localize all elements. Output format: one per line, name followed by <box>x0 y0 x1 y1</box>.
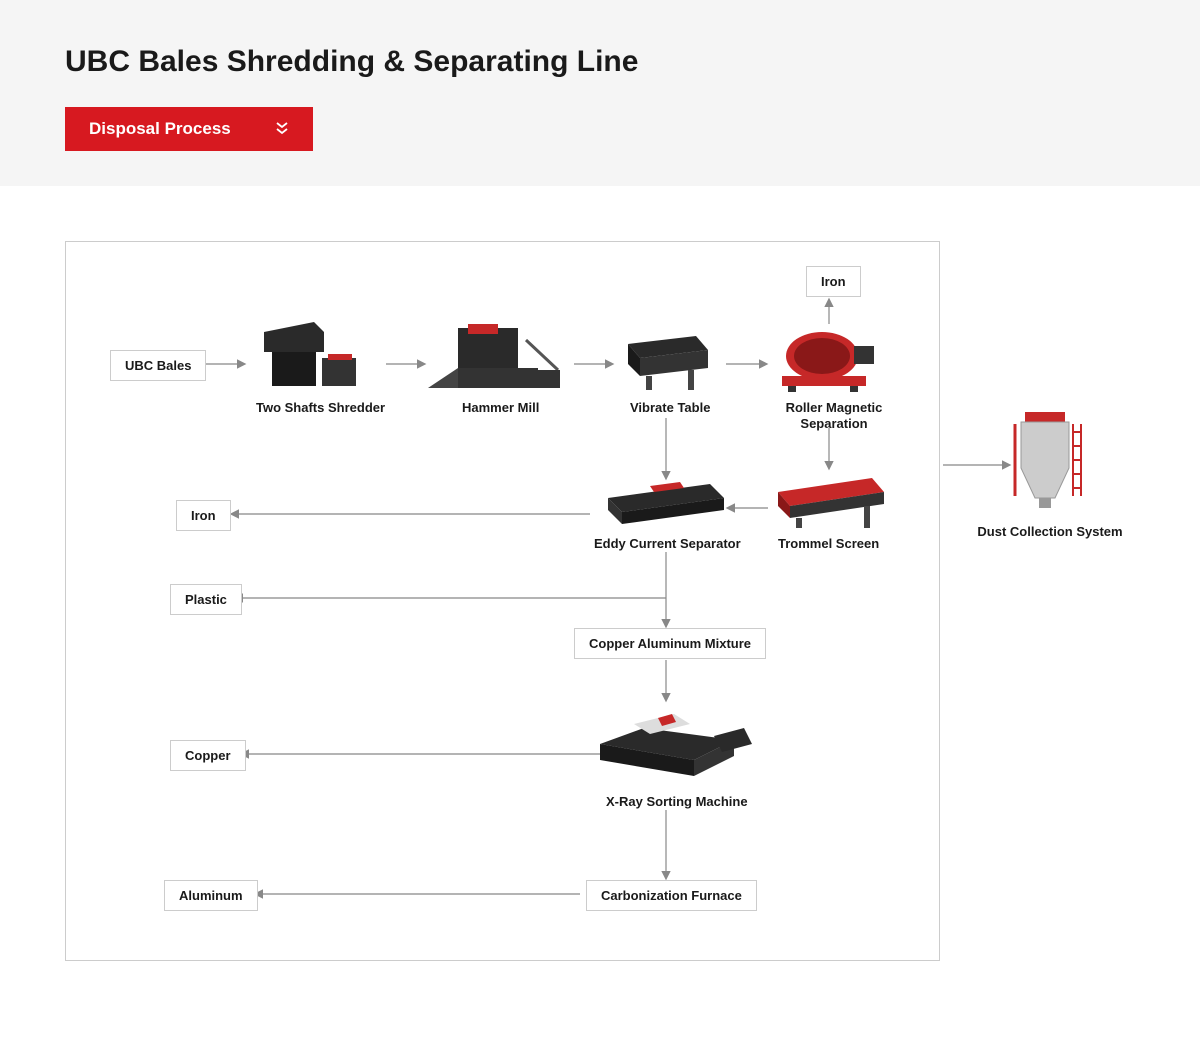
node-ubc-bales: UBC Bales <box>110 350 206 381</box>
label-vibrate-table: Vibrate Table <box>630 400 710 415</box>
header-band: UBC Bales Shredding & Separating Line Di… <box>0 0 1200 186</box>
node-carbonization-furnace: Carbonization Furnace <box>586 880 757 911</box>
node-copper-output: Copper <box>170 740 246 771</box>
machine-xray-sorter <box>594 704 754 793</box>
content-area: UBC Bales Iron Iron Plastic Copper Alumi… <box>0 186 1200 991</box>
label-dust-collection: Dust Collection System <box>970 524 1130 539</box>
label-two-shafts-shredder: Two Shafts Shredder <box>256 400 385 415</box>
dust-collection-system: Dust Collection System <box>970 406 1130 539</box>
node-plastic-output: Plastic <box>170 584 242 615</box>
label-xray-sorting: X-Ray Sorting Machine <box>606 794 748 809</box>
machine-trommel-screen <box>772 472 892 535</box>
node-copper-aluminum-mixture: Copper Aluminum Mixture <box>574 628 766 659</box>
machine-roller-magnetic <box>776 328 886 399</box>
disposal-process-dropdown[interactable]: Disposal Process <box>65 107 313 151</box>
machine-vibrate-table <box>618 336 718 397</box>
process-diagram: UBC Bales Iron Iron Plastic Copper Alumi… <box>65 241 940 961</box>
node-aluminum-output: Aluminum <box>164 880 258 911</box>
label-eddy-current: Eddy Current Separator <box>594 536 741 551</box>
machine-hammer-mill <box>428 320 568 401</box>
dropdown-label: Disposal Process <box>89 119 231 139</box>
page-title: UBC Bales Shredding & Separating Line <box>65 45 1135 79</box>
label-trommel-screen: Trommel Screen <box>778 536 879 551</box>
node-iron-output-mid: Iron <box>176 500 231 531</box>
label-roller-magnetic: Roller Magnetic Separation <box>774 400 894 431</box>
machine-eddy-current <box>600 480 730 539</box>
double-chevron-down-icon <box>275 122 289 136</box>
machine-two-shafts-shredder <box>254 322 374 399</box>
label-hammer-mill: Hammer Mill <box>462 400 539 415</box>
node-iron-output-top: Iron <box>806 266 861 297</box>
